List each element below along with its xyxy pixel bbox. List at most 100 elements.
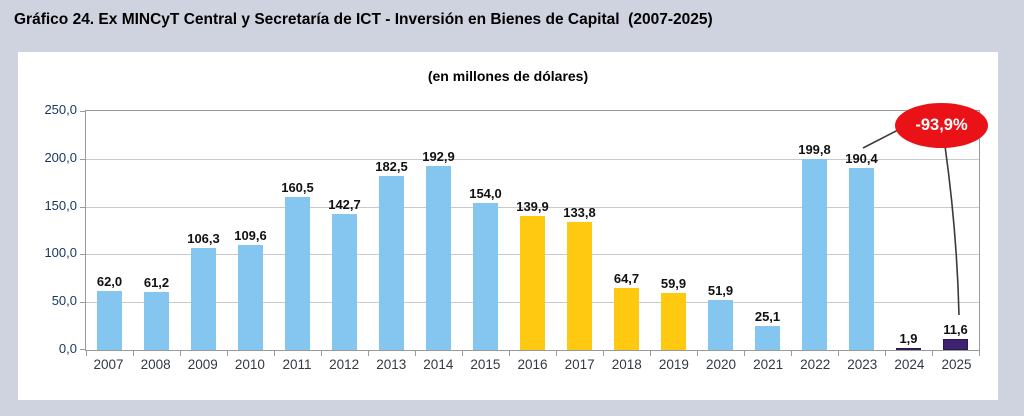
page-title: Gráfico 24. Ex MINCyT Central y Secretar… <box>14 11 713 28</box>
bar-group-2007: 62,0 <box>86 111 133 350</box>
bar-value-label: 11,6 <box>943 321 968 337</box>
gridline <box>86 158 979 160</box>
bar <box>97 290 122 350</box>
y-tick <box>80 349 86 350</box>
x-tick <box>885 351 886 356</box>
x-tick <box>509 351 510 356</box>
x-tick-label: 2015 <box>470 357 501 372</box>
chart-subtitle: (en millones de dólares) <box>427 68 589 84</box>
y-tick-label: 150,0 <box>44 197 77 213</box>
bar <box>473 202 498 350</box>
bar <box>661 292 686 350</box>
x-tick-label: 2025 <box>941 357 972 372</box>
bar <box>144 291 169 350</box>
bar-value-label: 51,9 <box>707 283 734 299</box>
bar <box>802 159 827 350</box>
bar-group-2024: 1,9 <box>885 111 932 350</box>
gridline <box>86 206 979 208</box>
bar-group-2016: 139,9 <box>509 111 556 350</box>
bar-value-label: 154,0 <box>469 185 502 201</box>
bar-group-2009: 106,3 <box>180 111 227 350</box>
x-tick-label: 2009 <box>187 357 218 372</box>
x-tick-label: 2019 <box>658 357 689 372</box>
bar-value-label: 61,2 <box>143 274 170 290</box>
bar-value-label: 190,4 <box>845 150 878 166</box>
x-tick <box>368 351 369 356</box>
x-tick <box>932 351 933 356</box>
x-tick <box>274 351 275 356</box>
x-tick <box>133 351 134 356</box>
x-tick <box>744 351 745 356</box>
annotation-label: -93,9% <box>915 116 968 134</box>
bar-group-2011: 160,5 <box>274 111 321 350</box>
x-tick-label: 2011 <box>282 357 312 372</box>
bar-group-2008: 61,2 <box>133 111 180 350</box>
bar-value-label: 109,6 <box>234 228 267 244</box>
bar-value-label: 1,9 <box>899 331 918 346</box>
bar <box>896 348 921 350</box>
chart-panel: (en millones de dólares) 0,0 50,0 100,0 150… <box>18 52 998 400</box>
bar-group-2018: 64,7 <box>603 111 650 350</box>
bar-group-2017: 133,8 <box>556 111 603 350</box>
bar <box>614 288 639 350</box>
x-tick-label: 2022 <box>800 357 831 372</box>
x-tick <box>227 351 228 356</box>
bar-value-label: 25,1 <box>754 309 781 325</box>
x-tick <box>697 351 698 356</box>
x-tick <box>838 351 839 356</box>
x-tick <box>462 351 463 356</box>
bar <box>520 216 545 350</box>
x-tick <box>650 351 651 356</box>
bar-group-2010: 109,6 <box>227 111 274 350</box>
x-tick-label: 2013 <box>376 357 407 372</box>
x-tick-label: 2017 <box>564 357 595 372</box>
x-tick-label: 2014 <box>423 357 454 372</box>
x-tick-label: 2012 <box>329 357 360 372</box>
bar <box>849 167 874 350</box>
bar-group-2012: 142,7 <box>321 111 368 350</box>
bar-group-2022: 199,8 <box>791 111 838 350</box>
bar-group-2020: 51,9 <box>697 111 744 350</box>
y-tick-label: 0,0 <box>58 341 77 356</box>
y-tick <box>80 158 86 160</box>
bar-group-2015: 154,0 <box>462 111 509 350</box>
y-tick <box>80 206 86 208</box>
bar-value-label: 199,8 <box>798 142 831 157</box>
x-tick <box>415 351 416 356</box>
bar-value-label: 106,3 <box>187 231 220 247</box>
y-tick-label: 100,0 <box>44 245 77 261</box>
x-tick-label: 2010 <box>234 357 265 372</box>
y-tick-label: 200,0 <box>44 149 77 165</box>
x-tick <box>180 351 181 356</box>
bar-group-2023: 190,4 <box>838 111 885 350</box>
y-tick-label: 250,0 <box>44 102 77 117</box>
bar-value-label: 142,7 <box>328 196 361 212</box>
x-tick-label: 2007 <box>93 357 124 372</box>
bar <box>708 300 733 350</box>
bar-group-2019: 59,9 <box>650 111 697 350</box>
x-tick-label: 2016 <box>517 357 548 372</box>
x-tick <box>86 351 87 356</box>
bar <box>379 175 404 350</box>
x-tick <box>979 351 980 356</box>
bar <box>943 338 968 350</box>
x-tick-label: 2024 <box>894 357 925 372</box>
bar-value-label: 192,9 <box>422 148 455 164</box>
x-tick <box>556 351 557 356</box>
bar <box>426 165 451 350</box>
bar <box>332 213 357 350</box>
bar-value-label: 133,8 <box>563 205 596 221</box>
bar-value-label: 182,5 <box>375 158 408 174</box>
bar-value-label: 59,9 <box>660 275 687 291</box>
x-axis-labels: 2007 2008 2009 2010 2011 2012 2013 2014 2015 2016… <box>85 357 980 372</box>
bar-group-2013: 182,5 <box>368 111 415 350</box>
bar-value-label: 160,5 <box>281 179 314 195</box>
bar-value-label: 64,7 <box>613 271 640 287</box>
bar <box>285 196 310 350</box>
x-tick-label: 2020 <box>705 357 736 372</box>
bar <box>238 245 263 350</box>
x-tick-label: 2008 <box>140 357 171 372</box>
plot-area: 62,0 61,2 106,3 109,6 160,5 142,7 182,5 192,9 15… <box>80 110 980 356</box>
x-tick-label: 2018 <box>611 357 642 372</box>
y-tick-label: 50,0 <box>51 293 77 309</box>
